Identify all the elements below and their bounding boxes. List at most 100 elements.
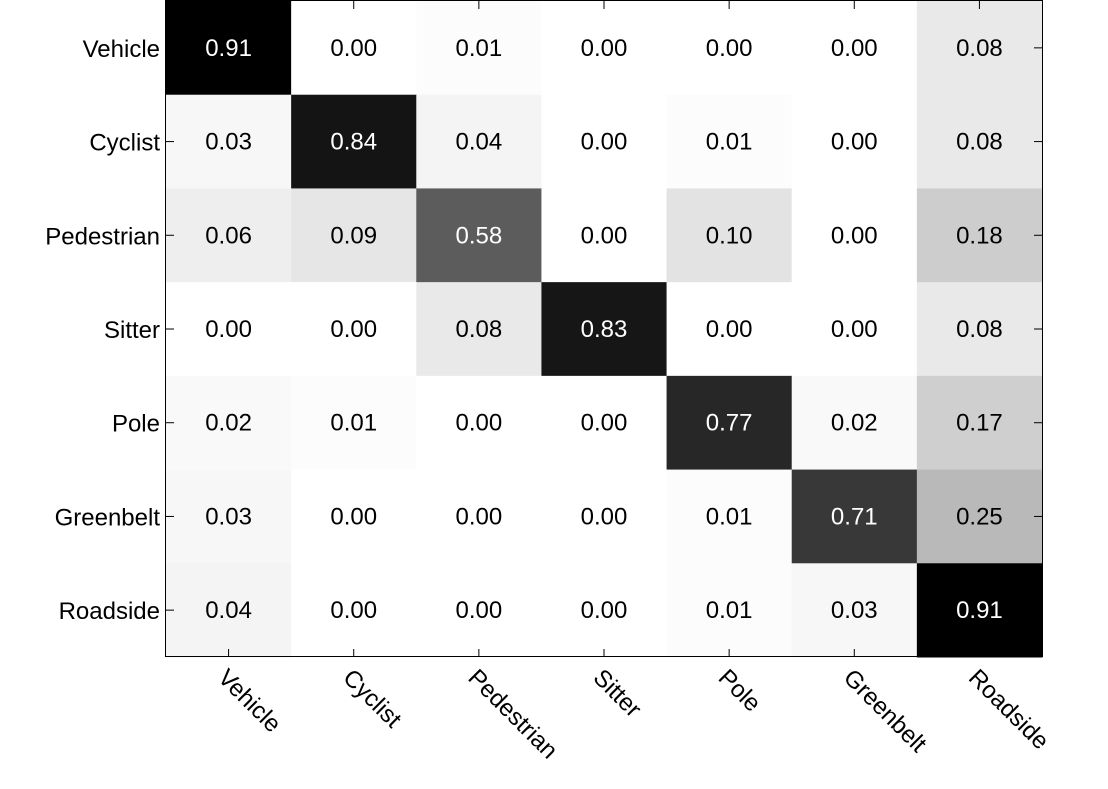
cell-sitter-sitter [541,282,668,377]
cell-value-pedestrian-vehicle: 0.06 [205,222,252,249]
cell-greenbelt-greenbelt [791,469,918,564]
cell-value-pedestrian-pedestrian: 0.58 [455,222,502,249]
cell-greenbelt-sitter [541,469,668,564]
row-label-roadside: Roadside [59,598,160,625]
cell-vehicle-cyclist [291,1,417,96]
cell-value-sitter-roadside: 0.08 [956,316,1003,343]
cell-cyclist-vehicle [166,94,292,189]
x-tick-labels: Vehicle Cyclist Pedestrian Sitter Pole Greenb… [212,664,1054,764]
row-label-vehicle: Vehicle [83,36,160,63]
cell-value-pole-sitter: 0.00 [581,410,628,437]
cell-pedestrian-roadside [916,188,1043,283]
cell-pole-roadside [916,375,1043,471]
cell-cyclist-pole [666,94,793,189]
cell-vehicle-pole [666,1,793,96]
cell-value-pedestrian-cyclist: 0.09 [330,222,377,249]
cell-value-sitter-pole: 0.00 [706,316,753,343]
cell-greenbelt-roadside [916,469,1043,564]
cell-value-pole-greenbelt: 0.02 [831,410,878,437]
cell-value-pedestrian-pole: 0.10 [706,222,753,249]
cell-value-cyclist-sitter: 0.00 [581,129,628,156]
cell-pole-vehicle [166,375,292,471]
cell-value-greenbelt-pole: 0.01 [706,503,753,530]
col-label-pedestrian: Pedestrian [463,664,563,764]
cell-value-cyclist-greenbelt: 0.00 [831,129,878,156]
cell-cyclist-greenbelt [791,94,918,189]
cell-value-vehicle-sitter: 0.00 [581,35,628,62]
cell-cyclist-cyclist [291,94,417,189]
cell-roadside-pedestrian [416,563,542,658]
cell-roadside-vehicle [166,563,292,658]
cell-value-sitter-cyclist: 0.00 [330,316,377,343]
cell-vehicle-pedestrian [416,1,542,96]
cell-value-roadside-cyclist: 0.00 [330,597,377,624]
cell-pedestrian-pole [666,188,793,283]
row-label-sitter: Sitter [104,317,160,344]
cell-pole-pole [666,375,793,471]
cell-sitter-pedestrian [416,282,542,377]
cell-roadside-greenbelt [791,563,918,658]
cell-roadside-sitter [541,563,668,658]
cell-sitter-vehicle [166,282,292,377]
cell-value-vehicle-pole: 0.00 [706,35,753,62]
col-label-greenbelt: Greenbelt [838,664,932,758]
cell-sitter-roadside [916,282,1043,377]
col-label-pole: Pole [713,664,766,717]
cell-value-pedestrian-sitter: 0.00 [581,222,628,249]
cell-value-sitter-sitter: 0.83 [581,316,628,343]
col-label-cyclist: Cyclist [337,664,406,733]
cell-value-cyclist-roadside: 0.08 [956,129,1003,156]
cell-value-pedestrian-greenbelt: 0.00 [831,222,878,249]
cell-value-greenbelt-sitter: 0.00 [581,503,628,530]
cell-pedestrian-pedestrian [416,188,542,283]
cell-pedestrian-sitter [541,188,668,283]
col-label-roadside: Roadside [963,664,1054,755]
cell-vehicle-greenbelt [791,1,918,96]
cell-pole-greenbelt [791,375,918,471]
cell-value-pole-pole: 0.77 [706,410,753,437]
cell-value-pedestrian-roadside: 0.18 [956,222,1003,249]
cell-pole-pedestrian [416,375,542,471]
y-tick-labels: Vehicle Cyclist Pedestrian Sitter Pole Greenb… [45,36,160,625]
cell-value-sitter-pedestrian: 0.08 [455,316,502,343]
cell-cyclist-sitter [541,94,668,189]
cell-vehicle-roadside [916,1,1043,96]
cell-value-vehicle-vehicle: 0.91 [205,35,252,62]
cell-value-roadside-pole: 0.01 [706,597,753,624]
row-label-greenbelt: Greenbelt [55,504,161,531]
cell-value-vehicle-cyclist: 0.00 [330,35,377,62]
cell-sitter-cyclist [291,282,417,377]
cell-sitter-greenbelt [791,282,918,377]
cell-sitter-pole [666,282,793,377]
cell-pedestrian-cyclist [291,188,417,283]
plot-frame [165,0,1043,657]
cell-value-greenbelt-greenbelt: 0.71 [831,503,878,530]
cell-value-roadside-greenbelt: 0.03 [831,597,878,624]
cell-roadside-roadside [916,563,1043,658]
cell-value-greenbelt-vehicle: 0.03 [205,503,252,530]
cell-value-sitter-vehicle: 0.00 [205,316,252,343]
row-label-pedestrian: Pedestrian [45,223,160,250]
row-label-pole: Pole [112,411,160,438]
cell-value-vehicle-pedestrian: 0.01 [455,35,502,62]
cell-value-greenbelt-pedestrian: 0.00 [455,503,502,530]
cell-value-sitter-greenbelt: 0.00 [831,316,878,343]
cell-value-vehicle-greenbelt: 0.00 [831,35,878,62]
cell-roadside-pole [666,563,793,658]
row-label-cyclist: Cyclist [89,130,160,157]
cell-value-roadside-roadside: 0.91 [956,597,1003,624]
cell-greenbelt-vehicle [166,469,292,564]
cell-greenbelt-cyclist [291,469,417,564]
cell-cyclist-pedestrian [416,94,542,189]
cell-value-roadside-pedestrian: 0.00 [455,597,502,624]
cell-value-greenbelt-cyclist: 0.00 [330,503,377,530]
cell-value-cyclist-pole: 0.01 [706,129,753,156]
cell-value-vehicle-roadside: 0.08 [956,35,1003,62]
cell-greenbelt-pole [666,469,793,564]
cell-pedestrian-vehicle [166,188,292,283]
cell-vehicle-vehicle [166,1,292,96]
col-label-sitter: Sitter [588,664,647,723]
cell-roadside-cyclist [291,563,417,658]
cell-pole-sitter [541,375,668,471]
